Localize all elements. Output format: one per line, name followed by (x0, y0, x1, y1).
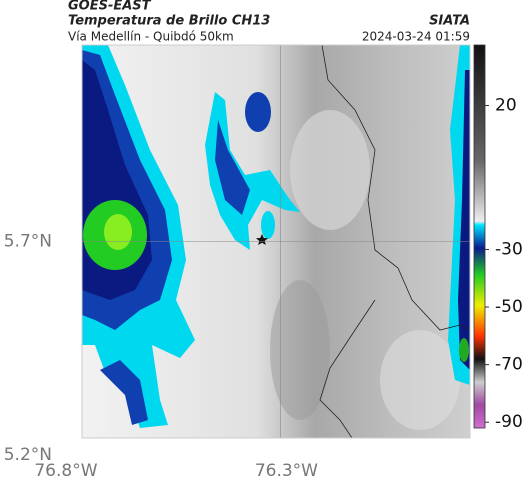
station-star (256, 234, 268, 245)
timestamp: 2024-03-24 01:59 (362, 30, 470, 44)
y-tick-label: 5.2°N (4, 445, 52, 465)
texture (380, 330, 460, 430)
cloud-green-core (104, 214, 132, 250)
cloud-cyan (205, 92, 300, 250)
x-tick-label: 76.3°W (255, 461, 318, 481)
subtitle: Temperatura de Brillo CH13 (68, 14, 270, 29)
cloud-blue (100, 360, 148, 425)
cloud-dark-blue (458, 70, 470, 370)
map-frame (81, 44, 471, 439)
route: Vía Medellín - Quibdó 50km (68, 30, 234, 44)
grid (82, 45, 470, 438)
y-tick-label: 5.7°N (4, 232, 52, 252)
labels: 76.8°W 76.3°W 5.7°N 5.2°N 20 -30 -50 -70 -90 (4, 95, 523, 481)
x-tick-label: 76.8°W (34, 461, 97, 481)
cloud-cyan (261, 211, 275, 239)
border (321, 45, 470, 331)
cloud-green (459, 338, 469, 362)
colorbar (473, 44, 486, 429)
texture (290, 110, 370, 230)
cloud-blue (245, 92, 271, 132)
left-title: GOES-EAST (68, 0, 152, 14)
cloud-blue (215, 120, 250, 215)
texture (270, 280, 330, 420)
colorbar-label: -50 (495, 297, 523, 317)
colorbar-label: 20 (495, 95, 517, 115)
colorbar-label: -70 (495, 355, 523, 375)
colorbar-label: -90 (495, 412, 523, 432)
border (319, 299, 376, 438)
colorbar-label: -30 (495, 239, 523, 259)
map-area (82, 45, 470, 438)
right-title: SIATA (429, 14, 470, 29)
